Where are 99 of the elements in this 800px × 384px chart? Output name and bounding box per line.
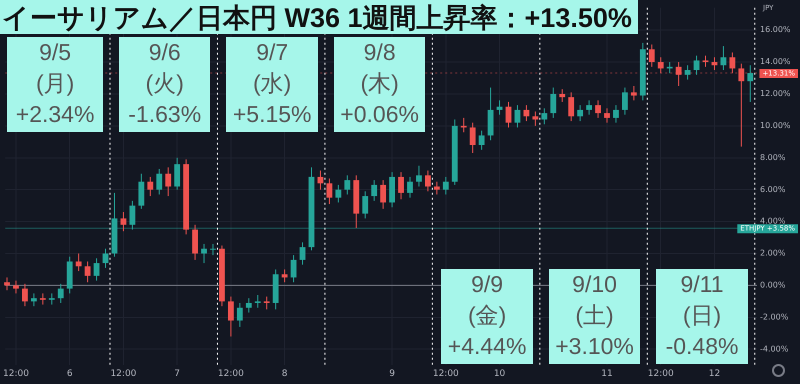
candlestick (613, 104, 619, 124)
candlestick (344, 174, 350, 195)
annotation: 9/5 (月) +2.34% (7, 37, 103, 132)
x-tick-label: 8 (282, 368, 288, 379)
candlestick (514, 104, 520, 128)
candlestick (434, 181, 440, 195)
candlestick (156, 168, 162, 195)
candlestick (442, 176, 449, 195)
candlestick (371, 180, 378, 202)
candlestick (684, 64, 691, 80)
y-tick-label: -4.00% (760, 344, 789, 354)
annotation: 9/7 (水) +5.15% (226, 37, 318, 132)
candlestick (318, 170, 324, 190)
candlestick (702, 55, 708, 68)
y-tick-label: 8.00% (760, 152, 786, 162)
candlestick (228, 296, 234, 337)
y-tick-label: 16.00% (760, 25, 791, 34)
candlestick (747, 64, 754, 102)
candlestick (407, 176, 413, 198)
candlestick (300, 242, 306, 266)
candlestick (676, 62, 682, 86)
candlestick (541, 108, 548, 125)
annotation: 9/11 (日) -0.48% (656, 269, 748, 364)
candlestick (326, 178, 332, 205)
candlestick (496, 100, 502, 116)
x-tick-label: 12:00 (432, 368, 460, 379)
candlestick (720, 46, 726, 71)
candlestick (58, 283, 64, 304)
annotation: 9/8 (木) +0.06% (334, 37, 426, 132)
candlestick (586, 100, 592, 116)
candlestick (622, 87, 628, 116)
candlestick (738, 63, 744, 148)
candlestick (416, 165, 422, 187)
candlestick (192, 224, 198, 260)
y-tick-label: 2.00% (760, 248, 786, 258)
x-tick-label: 11 (601, 368, 613, 379)
candlestick (138, 173, 144, 210)
candlestick (174, 157, 180, 190)
x-tick-label: 6 (66, 368, 73, 379)
candlestick (84, 260, 91, 283)
candlestick (712, 56, 718, 71)
candlestick (4, 276, 10, 291)
candlestick (729, 52, 736, 74)
x-tick-label: 12:00 (218, 368, 244, 379)
candlestick (48, 292, 55, 306)
candlestick (40, 292, 46, 306)
y-tick-label: 0.00% (760, 280, 786, 290)
candlestick (595, 100, 601, 118)
candlestick (424, 170, 431, 192)
x-tick-label: 12:00 (110, 368, 137, 379)
y-tick-label: -2.00% (760, 312, 789, 322)
candlestick (478, 130, 485, 150)
y-tick-label: 14.00% (760, 57, 791, 66)
candlestick (523, 104, 530, 122)
y-tick-label: 10.00% (760, 120, 791, 130)
annotation: 9/10 (土) +3.10% (548, 269, 640, 364)
candlestick (398, 172, 404, 200)
candlestick (290, 254, 296, 283)
candlestick (577, 104, 584, 122)
x-tick-label: 9 (389, 368, 396, 379)
candlestick (568, 92, 574, 122)
x-tick-label: 7 (174, 368, 180, 379)
x-tick-label: 10 (494, 368, 506, 379)
candlestick (76, 253, 82, 272)
candlestick (648, 44, 655, 68)
x-tick-label: 12:00 (648, 368, 674, 379)
annotation: 9/9 (金) +4.44% (441, 269, 533, 364)
candlestick (201, 243, 207, 264)
candlestick (165, 166, 172, 197)
chart-title: イーサリアム／日本円 W36 1週間上昇率：+13.50% (0, 0, 638, 34)
candlestick (604, 108, 610, 124)
candlestick (102, 248, 108, 268)
candlestick (470, 122, 476, 154)
candlestick (380, 180, 386, 210)
candlestick (236, 302, 243, 328)
candlestick (532, 111, 538, 126)
candlestick (246, 298, 252, 314)
x-tick-label: 12 (708, 368, 720, 379)
candlestick (210, 243, 216, 256)
candlestick (22, 283, 28, 307)
candlestick (658, 56, 664, 74)
y-tick-label: 12.00% (760, 89, 791, 98)
candlestick (120, 212, 126, 232)
candlestick (13, 280, 19, 294)
candlestick (129, 200, 136, 230)
candlestick (30, 292, 37, 307)
annotation: 9/6 (火) -1.63% (118, 37, 210, 132)
candlestick (147, 176, 154, 197)
candlestick (506, 101, 512, 128)
candlestick (550, 87, 556, 118)
candlestick (282, 268, 288, 283)
y-tick-label: 4.00% (760, 216, 786, 226)
candlestick (335, 184, 342, 203)
y-tick-label: 6.00% (760, 184, 786, 194)
candlestick (362, 190, 368, 219)
candlestick (630, 85, 637, 101)
x-tick-label: 12:00 (3, 368, 30, 379)
candlestick (694, 55, 700, 76)
candlestick (94, 258, 100, 282)
